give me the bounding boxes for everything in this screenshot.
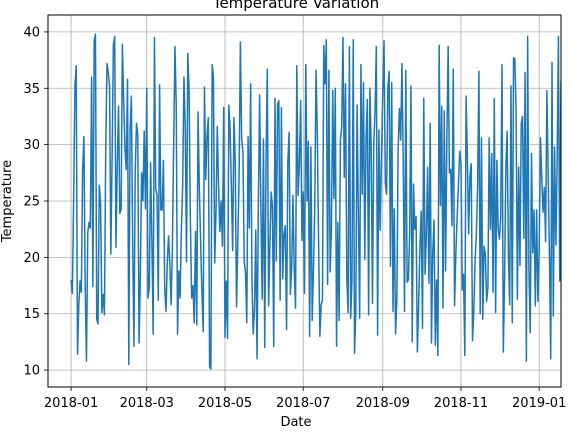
x-tick-label: 2018-07	[276, 396, 330, 411]
plot-area-frame	[47, 14, 562, 388]
x-tick-label: 2018-11	[434, 396, 488, 411]
x-tick-label: 2019-01	[512, 396, 566, 411]
y-tick-label: 25	[23, 195, 40, 210]
y-axis-label: Temperature	[0, 160, 15, 243]
x-tick-label: 2018-09	[356, 396, 410, 411]
y-tick-label: 30	[23, 138, 40, 153]
chart-title: Temperature Variation	[212, 0, 379, 12]
x-tick-label: 2018-01	[44, 396, 98, 411]
x-tick-label: 2018-05	[198, 396, 252, 411]
y-tick-label: 40	[23, 25, 40, 40]
x-tick-label: 2018-03	[120, 396, 174, 411]
x-axis-label: Date	[280, 415, 311, 430]
y-tick-label: 20	[23, 251, 40, 266]
y-tick-label: 10	[23, 364, 40, 379]
axis-ticks: 2018-01 2018-03 2018-05 2018-07 2018-09 2018-…	[23, 25, 566, 411]
y-tick-label: 15	[23, 307, 40, 322]
y-tick-label: 35	[23, 82, 40, 97]
